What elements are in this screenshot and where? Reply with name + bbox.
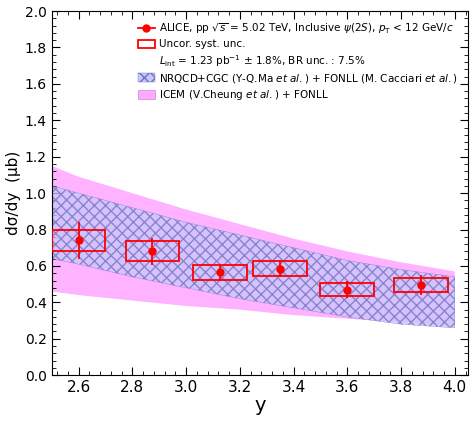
Bar [253, 261, 307, 276]
Y-axis label: dσ/dy  (μb): dσ/dy (μb) [6, 151, 20, 235]
Legend: ALICE, pp $\sqrt{s}$ = 5.02 TeV, Inclusive $\psi(2S)$, $p_{\rm T}$ < 12 GeV/$c$,: ALICE, pp $\sqrt{s}$ = 5.02 TeV, Inclusi… [133, 16, 463, 107]
Bar [193, 265, 246, 280]
Bar [126, 241, 179, 261]
X-axis label: y: y [254, 397, 266, 416]
Bar [394, 278, 448, 292]
Bar [320, 283, 374, 296]
Bar [52, 229, 105, 251]
